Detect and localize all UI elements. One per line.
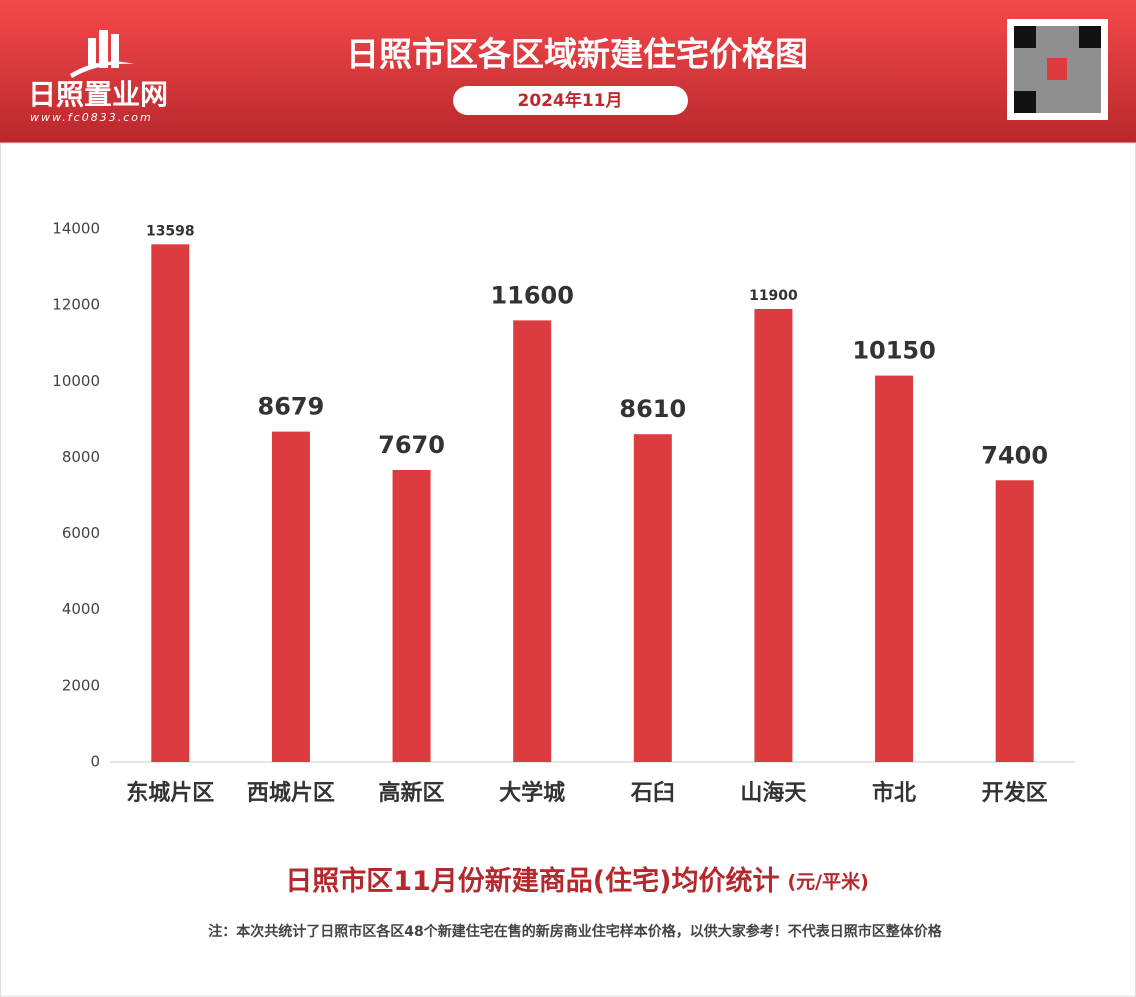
- bar: [151, 244, 190, 763]
- logo-name: 日照置业网: [28, 78, 168, 111]
- y-tick-label: 10000: [52, 372, 100, 390]
- date-pill: [453, 86, 688, 115]
- logo-url: www.fc0833.com: [30, 111, 153, 124]
- caption-title: 日照市区11月份新建商品(住宅)均价统计: [285, 865, 779, 897]
- x-tick-label: 大学城: [499, 780, 565, 806]
- x-tick-label: 高新区: [379, 780, 445, 806]
- x-tick-label: 山海天: [740, 780, 807, 806]
- data-label: 8610: [619, 395, 686, 423]
- data-label: 7400: [981, 441, 1048, 469]
- data-label: 7670: [378, 431, 445, 459]
- y-tick-label: 14000: [52, 220, 100, 238]
- bar: [392, 469, 431, 762]
- data-label: 11900: [749, 288, 798, 304]
- chart-caption: 日照市区11月份新建商品(住宅)均价统计 (元/平米): [285, 865, 869, 897]
- bar: [995, 480, 1034, 762]
- x-tick-label: 石臼: [630, 780, 675, 806]
- footnote: 注：本次共统计了日照市区各区48个新建住宅在售的新房商业住宅样本价格，以供大家参…: [208, 924, 942, 940]
- data-label: 11600: [490, 281, 574, 309]
- y-tick-label: 0: [90, 753, 100, 771]
- page-title: 日照市区各区域新建住宅价格图: [346, 35, 808, 74]
- y-tick-label: 2000: [62, 676, 100, 694]
- data-label: 10150: [852, 337, 936, 365]
- bar: [754, 308, 793, 762]
- header-bg: [0, 0, 1136, 143]
- y-tick-label: 8000: [62, 448, 100, 466]
- logo-icon: [70, 30, 134, 78]
- x-tick-label: 开发区: [982, 780, 1048, 806]
- data-label: 8679: [258, 393, 325, 421]
- bar: [271, 431, 310, 762]
- data-label: 13598: [146, 223, 195, 239]
- bar: [633, 434, 672, 762]
- x-tick-label: 西城片区: [247, 780, 335, 806]
- qr-code: [1007, 19, 1108, 120]
- caption-unit: (元/平米): [787, 870, 868, 893]
- y-tick-label: 6000: [62, 524, 100, 542]
- x-tick-label: 东城片区: [126, 780, 214, 806]
- y-tick-label: 12000: [52, 296, 100, 314]
- bar: [513, 320, 552, 762]
- date: 2024年11月: [518, 90, 623, 111]
- y-tick-label: 4000: [62, 600, 100, 618]
- x-tick-label: 市北: [872, 780, 916, 806]
- bar: [875, 375, 914, 762]
